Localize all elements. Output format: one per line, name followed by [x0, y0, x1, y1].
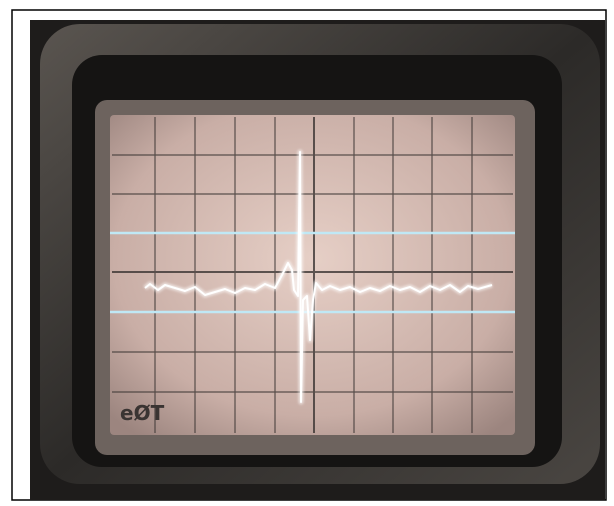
logo: eØT — [120, 401, 165, 425]
screen — [110, 115, 515, 435]
photo: eØT — [0, 0, 614, 506]
page: {"screen": {"logo": "eØT"}} — [0, 0, 614, 506]
